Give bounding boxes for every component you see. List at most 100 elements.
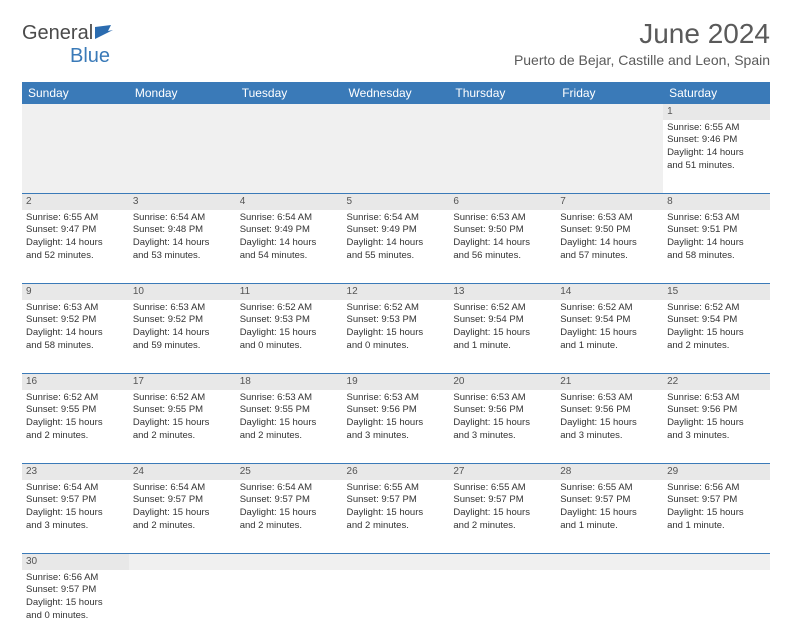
col-monday: Monday [129,82,236,104]
day-number: 24 [129,464,236,480]
col-saturday: Saturday [663,82,770,104]
sunset-text: Sunset: 9:46 PM [667,134,766,147]
day-cell [22,120,129,194]
sunset-text: Sunset: 9:57 PM [453,494,552,507]
daylight-text-1: Daylight: 15 hours [560,417,659,430]
daylight-text-1: Daylight: 15 hours [133,507,232,520]
daylight-text-2: and 3 minutes. [667,430,766,443]
daylight-text-2: and 3 minutes. [26,520,125,533]
day-number [22,104,129,120]
daylight-text-2: and 2 minutes. [133,430,232,443]
daynum-row: 1 [22,104,770,120]
sunrise-text: Sunrise: 6:54 AM [26,482,125,495]
daylight-text-1: Daylight: 14 hours [133,327,232,340]
day-number: 10 [129,284,236,300]
page-header: GeneralBlue June 2024 Puerto de Bejar, C… [22,18,770,74]
daylight-text-1: Daylight: 15 hours [240,507,339,520]
day-cell: Sunrise: 6:53 AMSunset: 9:52 PMDaylight:… [22,300,129,374]
day-cell: Sunrise: 6:55 AMSunset: 9:57 PMDaylight:… [556,480,663,554]
daylight-text-1: Daylight: 14 hours [26,237,125,250]
calendar-body: 1Sunrise: 6:55 AMSunset: 9:46 PMDaylight… [22,104,770,644]
daylight-text-1: Daylight: 14 hours [240,237,339,250]
day-cell: Sunrise: 6:52 AMSunset: 9:53 PMDaylight:… [343,300,450,374]
daylight-text-1: Daylight: 15 hours [560,507,659,520]
day-number: 29 [663,464,770,480]
day-cell: Sunrise: 6:54 AMSunset: 9:48 PMDaylight:… [129,210,236,284]
day-number: 9 [22,284,129,300]
day-number: 15 [663,284,770,300]
day-number [236,104,343,120]
daylight-text-2: and 2 minutes. [453,520,552,533]
day-number: 23 [22,464,129,480]
day-number: 25 [236,464,343,480]
day-cell [556,570,663,644]
day-cell: Sunrise: 6:53 AMSunset: 9:50 PMDaylight:… [556,210,663,284]
sunrise-text: Sunrise: 6:52 AM [453,302,552,315]
sunset-text: Sunset: 9:55 PM [26,404,125,417]
daylight-text-2: and 1 minute. [560,520,659,533]
day-cell: Sunrise: 6:54 AMSunset: 9:57 PMDaylight:… [22,480,129,554]
week-row: Sunrise: 6:54 AMSunset: 9:57 PMDaylight:… [22,480,770,554]
day-cell: Sunrise: 6:52 AMSunset: 9:55 PMDaylight:… [129,390,236,464]
sunset-text: Sunset: 9:52 PM [26,314,125,327]
daylight-text-1: Daylight: 14 hours [560,237,659,250]
day-cell [449,120,556,194]
day-number: 5 [343,194,450,210]
daylight-text-2: and 0 minutes. [240,340,339,353]
day-cell [663,570,770,644]
day-cell [236,570,343,644]
daylight-text-2: and 51 minutes. [667,160,766,173]
day-cell: Sunrise: 6:56 AMSunset: 9:57 PMDaylight:… [22,570,129,644]
sunrise-text: Sunrise: 6:53 AM [560,392,659,405]
col-tuesday: Tuesday [236,82,343,104]
daylight-text-1: Daylight: 14 hours [667,147,766,160]
day-cell: Sunrise: 6:54 AMSunset: 9:57 PMDaylight:… [129,480,236,554]
daylight-text-2: and 3 minutes. [347,430,446,443]
daynum-row: 9101112131415 [22,284,770,300]
sunrise-text: Sunrise: 6:54 AM [133,482,232,495]
day-cell: Sunrise: 6:54 AMSunset: 9:57 PMDaylight:… [236,480,343,554]
daylight-text-2: and 57 minutes. [560,250,659,263]
sunrise-text: Sunrise: 6:52 AM [667,302,766,315]
sunset-text: Sunset: 9:52 PM [133,314,232,327]
col-friday: Friday [556,82,663,104]
day-number: 19 [343,374,450,390]
daynum-row: 16171819202122 [22,374,770,390]
day-cell [343,120,450,194]
day-number: 16 [22,374,129,390]
sunrise-text: Sunrise: 6:55 AM [667,122,766,135]
day-number [556,104,663,120]
sunset-text: Sunset: 9:50 PM [560,224,659,237]
day-cell: Sunrise: 6:53 AMSunset: 9:56 PMDaylight:… [343,390,450,464]
sunset-text: Sunset: 9:54 PM [667,314,766,327]
day-number: 2 [22,194,129,210]
daylight-text-2: and 2 minutes. [240,520,339,533]
daynum-row: 30 [22,554,770,570]
daylight-text-1: Daylight: 14 hours [133,237,232,250]
daylight-text-1: Daylight: 15 hours [26,597,125,610]
sunrise-text: Sunrise: 6:53 AM [26,302,125,315]
day-number: 8 [663,194,770,210]
daynum-row: 2345678 [22,194,770,210]
col-sunday: Sunday [22,82,129,104]
sunset-text: Sunset: 9:51 PM [667,224,766,237]
sunset-text: Sunset: 9:57 PM [667,494,766,507]
daylight-text-1: Daylight: 15 hours [453,507,552,520]
day-cell: Sunrise: 6:52 AMSunset: 9:54 PMDaylight:… [663,300,770,374]
day-number: 18 [236,374,343,390]
day-cell: Sunrise: 6:53 AMSunset: 9:56 PMDaylight:… [663,390,770,464]
daylight-text-1: Daylight: 15 hours [240,417,339,430]
day-number [236,554,343,570]
sunset-text: Sunset: 9:56 PM [453,404,552,417]
day-cell: Sunrise: 6:53 AMSunset: 9:55 PMDaylight:… [236,390,343,464]
daylight-text-2: and 55 minutes. [347,250,446,263]
daylight-text-2: and 53 minutes. [133,250,232,263]
day-cell: Sunrise: 6:52 AMSunset: 9:54 PMDaylight:… [449,300,556,374]
sunrise-text: Sunrise: 6:53 AM [240,392,339,405]
sunrise-text: Sunrise: 6:53 AM [133,302,232,315]
day-number: 6 [449,194,556,210]
sunset-text: Sunset: 9:57 PM [560,494,659,507]
day-number: 12 [343,284,450,300]
daylight-text-1: Daylight: 14 hours [667,237,766,250]
daylight-text-2: and 3 minutes. [453,430,552,443]
